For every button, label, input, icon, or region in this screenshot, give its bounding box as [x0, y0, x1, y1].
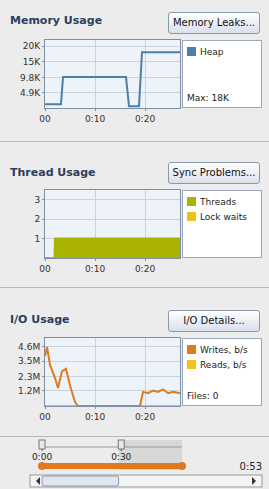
svg-text:15K: 15K — [23, 57, 41, 67]
svg-text:0:53: 0:53 — [240, 461, 262, 472]
html-text:Files: 0: Files: 0 — [187, 391, 219, 401]
html-text:Writes, b/s: Writes, b/s — [200, 345, 248, 355]
html-text:Sync Problems...: Sync Problems... — [172, 167, 256, 178]
svg-text:00: 00 — [39, 412, 51, 422]
svg-text:20K: 20K — [23, 41, 41, 51]
svg-text:2.3M: 2.3M — [18, 372, 40, 382]
svg-text:3: 3 — [34, 195, 40, 205]
svg-text:0:10: 0:10 — [85, 264, 105, 274]
svg-text:1: 1 — [34, 234, 40, 244]
html-text:Max: 18K: Max: 18K — [187, 93, 229, 103]
svg-text:00: 00 — [39, 264, 51, 274]
svg-text:0:20: 0:20 — [135, 264, 155, 274]
svg-text:0:10: 0:10 — [85, 412, 105, 422]
svg-text:4.9K: 4.9K — [20, 88, 41, 98]
svg-text:2: 2 — [34, 214, 40, 224]
html-text:Threads: Threads — [200, 197, 237, 207]
svg-text:1.2M: 1.2M — [18, 386, 40, 396]
html-text:I/O Usage: I/O Usage — [10, 313, 70, 326]
svg-text:00: 00 — [39, 114, 51, 124]
html-text:Memory Leaks...: Memory Leaks... — [173, 17, 255, 28]
html-text:Lock waits: Lock waits — [200, 212, 247, 222]
svg-text:0:00: 0:00 — [32, 452, 52, 462]
svg-text:0:10: 0:10 — [85, 114, 105, 124]
html-text:Thread Usage: Thread Usage — [10, 166, 96, 179]
svg-text:3.5M: 3.5M — [18, 356, 40, 366]
html-text:Heap: Heap — [200, 47, 224, 57]
html-text:Reads, b/s: Reads, b/s — [200, 360, 247, 370]
html-text:I/O Details...: I/O Details... — [183, 315, 245, 326]
svg-text:4.6M: 4.6M — [18, 342, 40, 352]
html-text:Memory Usage: Memory Usage — [10, 14, 103, 27]
svg-text:0:20: 0:20 — [135, 412, 155, 422]
svg-text:0:20: 0:20 — [135, 114, 155, 124]
svg-text:0:30: 0:30 — [111, 452, 131, 462]
svg-text:9.8K: 9.8K — [20, 73, 41, 83]
